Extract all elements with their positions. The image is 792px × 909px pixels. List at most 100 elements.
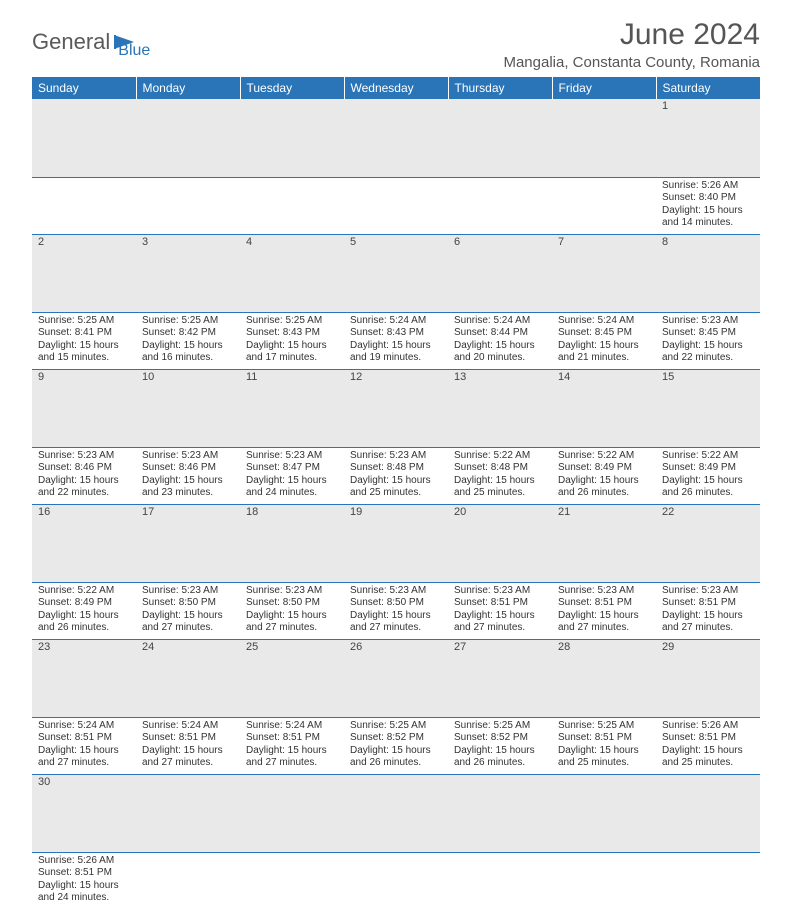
day-cell [32,177,136,234]
daynum-cell: 30 [32,774,136,852]
day-cell: Sunrise: 5:24 AMSunset: 8:43 PMDaylight:… [344,312,448,369]
detail-line: and 16 minutes. [142,352,234,365]
day-number: 30 [32,775,136,789]
day-number: 20 [448,505,552,519]
detail-line: and 25 minutes. [558,757,650,770]
weekday-header: Thursday [448,77,552,99]
detail-line: Sunset: 8:50 PM [142,597,234,610]
daynum-cell: 7 [552,234,656,312]
day-details: Sunrise: 5:23 AMSunset: 8:48 PMDaylight:… [344,448,448,504]
daynum-cell: 9 [32,369,136,447]
detail-line: Daylight: 15 hours [142,475,234,488]
detail-line: Daylight: 15 hours [142,745,234,758]
day-number: 17 [136,505,240,519]
detail-line: and 27 minutes. [662,622,754,635]
day-details: Sunrise: 5:22 AMSunset: 8:49 PMDaylight:… [656,448,760,504]
content-row: Sunrise: 5:23 AMSunset: 8:46 PMDaylight:… [32,447,760,504]
day-number: 4 [240,235,344,249]
detail-line: Daylight: 15 hours [38,340,130,353]
detail-line: Sunrise: 5:24 AM [38,720,130,733]
weekday-row: SundayMondayTuesdayWednesdayThursdayFrid… [32,77,760,99]
content-row: Sunrise: 5:22 AMSunset: 8:49 PMDaylight:… [32,582,760,639]
detail-line: and 27 minutes. [142,622,234,635]
detail-line: and 27 minutes. [558,622,650,635]
detail-line: Daylight: 15 hours [38,610,130,623]
day-number: 1 [656,99,760,113]
content-row: Sunrise: 5:24 AM Sunset: 8:51 PM Daylight:… [32,717,760,774]
weekday-header: Tuesday [240,77,344,99]
detail-line: Sunrise: 5:22 AM [558,450,650,463]
detail-line: Sunrise: 5:23 AM [350,585,442,598]
brand-part2: Blue [118,42,150,60]
detail-line: Sunrise: 5:22 AM [454,450,546,463]
detail-line: and 27 minutes. [246,757,338,770]
detail-line: Sunrise: 5:23 AM [246,450,338,463]
daynum-cell: 14 [552,369,656,447]
detail-line: and 22 minutes. [38,487,130,500]
day-number: 9 [32,370,136,384]
daynum-cell [656,774,760,852]
detail-line: Sunrise: 5:26 AM [662,180,754,193]
content-row: Sunrise: 5:26 AMSunset: 8:40 PMDaylight:… [32,177,760,234]
detail-line: Sunrise: 5:23 AM [454,585,546,598]
day-details: Sunrise: 5:23 AMSunset: 8:50 PMDaylight:… [240,583,344,639]
detail-line: Sunset: 8:49 PM [558,462,650,475]
detail-line: Sunset: 8:52 PM [454,732,546,745]
day-number: 2 [32,235,136,249]
detail-line: and 27 minutes. [350,622,442,635]
detail-line: and 19 minutes. [350,352,442,365]
daynum-row: 9101112131415 [32,369,760,447]
detail-line: Sunset: 8:50 PM [350,597,442,610]
content-row: Sunrise: 5:25 AMSunset: 8:41 PMDaylight:… [32,312,760,369]
daynum-cell: 22 [656,504,760,582]
day-number: 11 [240,370,344,384]
detail-line: Sunset: 8:51 PM [662,732,754,745]
detail-line: Daylight: 15 hours [246,745,338,758]
detail-line: Sunrise: 5:23 AM [246,585,338,598]
detail-line: Sunrise: 5:24 AM [558,315,650,328]
detail-line: Daylight: 15 hours [38,475,130,488]
detail-line: Sunrise: 5:23 AM [662,585,754,598]
detail-line: Sunset: 8:51 PM [558,597,650,610]
weekday-header: Wednesday [344,77,448,99]
day-cell: Sunrise: 5:22 AMSunset: 8:49 PMDaylight:… [656,447,760,504]
daynum-cell: 3 [136,234,240,312]
detail-line: Sunset: 8:51 PM [454,597,546,610]
day-cell: Sunrise: 5:25 AMSunset: 8:43 PMDaylight:… [240,312,344,369]
detail-line: Sunrise: 5:23 AM [558,585,650,598]
detail-line: Daylight: 15 hours [558,475,650,488]
detail-line: Sunset: 8:44 PM [454,327,546,340]
detail-line: Sunrise: 5:25 AM [38,315,130,328]
detail-line: Sunrise: 5:26 AM [662,720,754,733]
day-cell: Sunrise: 5:22 AMSunset: 8:49 PMDaylight:… [552,447,656,504]
detail-line: Daylight: 15 hours [350,610,442,623]
day-cell [656,852,760,909]
detail-line: Daylight: 15 hours [454,340,546,353]
day-number: 18 [240,505,344,519]
day-number: 21 [552,505,656,519]
detail-line: and 26 minutes. [662,487,754,500]
detail-line: Daylight: 15 hours [38,745,130,758]
daynum-cell: 15 [656,369,760,447]
day-number: 19 [344,505,448,519]
detail-line: Daylight: 15 hours [38,880,130,893]
day-details: Sunrise: 5:23 AMSunset: 8:51 PMDaylight:… [448,583,552,639]
daynum-cell [552,774,656,852]
daynum-row: 2345678 [32,234,760,312]
detail-line: Daylight: 15 hours [142,610,234,623]
day-details: Sunrise: 5:24 AMSunset: 8:45 PMDaylight:… [552,313,656,369]
day-cell: Sunrise: 5:22 AMSunset: 8:48 PMDaylight:… [448,447,552,504]
day-cell: Sunrise: 5:24 AMSunset: 8:51 PMDaylight:… [136,717,240,774]
day-details: Sunrise: 5:22 AMSunset: 8:49 PMDaylight:… [552,448,656,504]
day-number: 3 [136,235,240,249]
daynum-cell: 28 [552,639,656,717]
day-cell [448,177,552,234]
detail-line: Daylight: 15 hours [454,475,546,488]
daynum-cell [344,774,448,852]
detail-line: Sunset: 8:42 PM [142,327,234,340]
day-cell [552,177,656,234]
detail-line: Sunset: 8:50 PM [246,597,338,610]
daynum-cell: 2 [32,234,136,312]
day-number: 7 [552,235,656,249]
day-number: 5 [344,235,448,249]
